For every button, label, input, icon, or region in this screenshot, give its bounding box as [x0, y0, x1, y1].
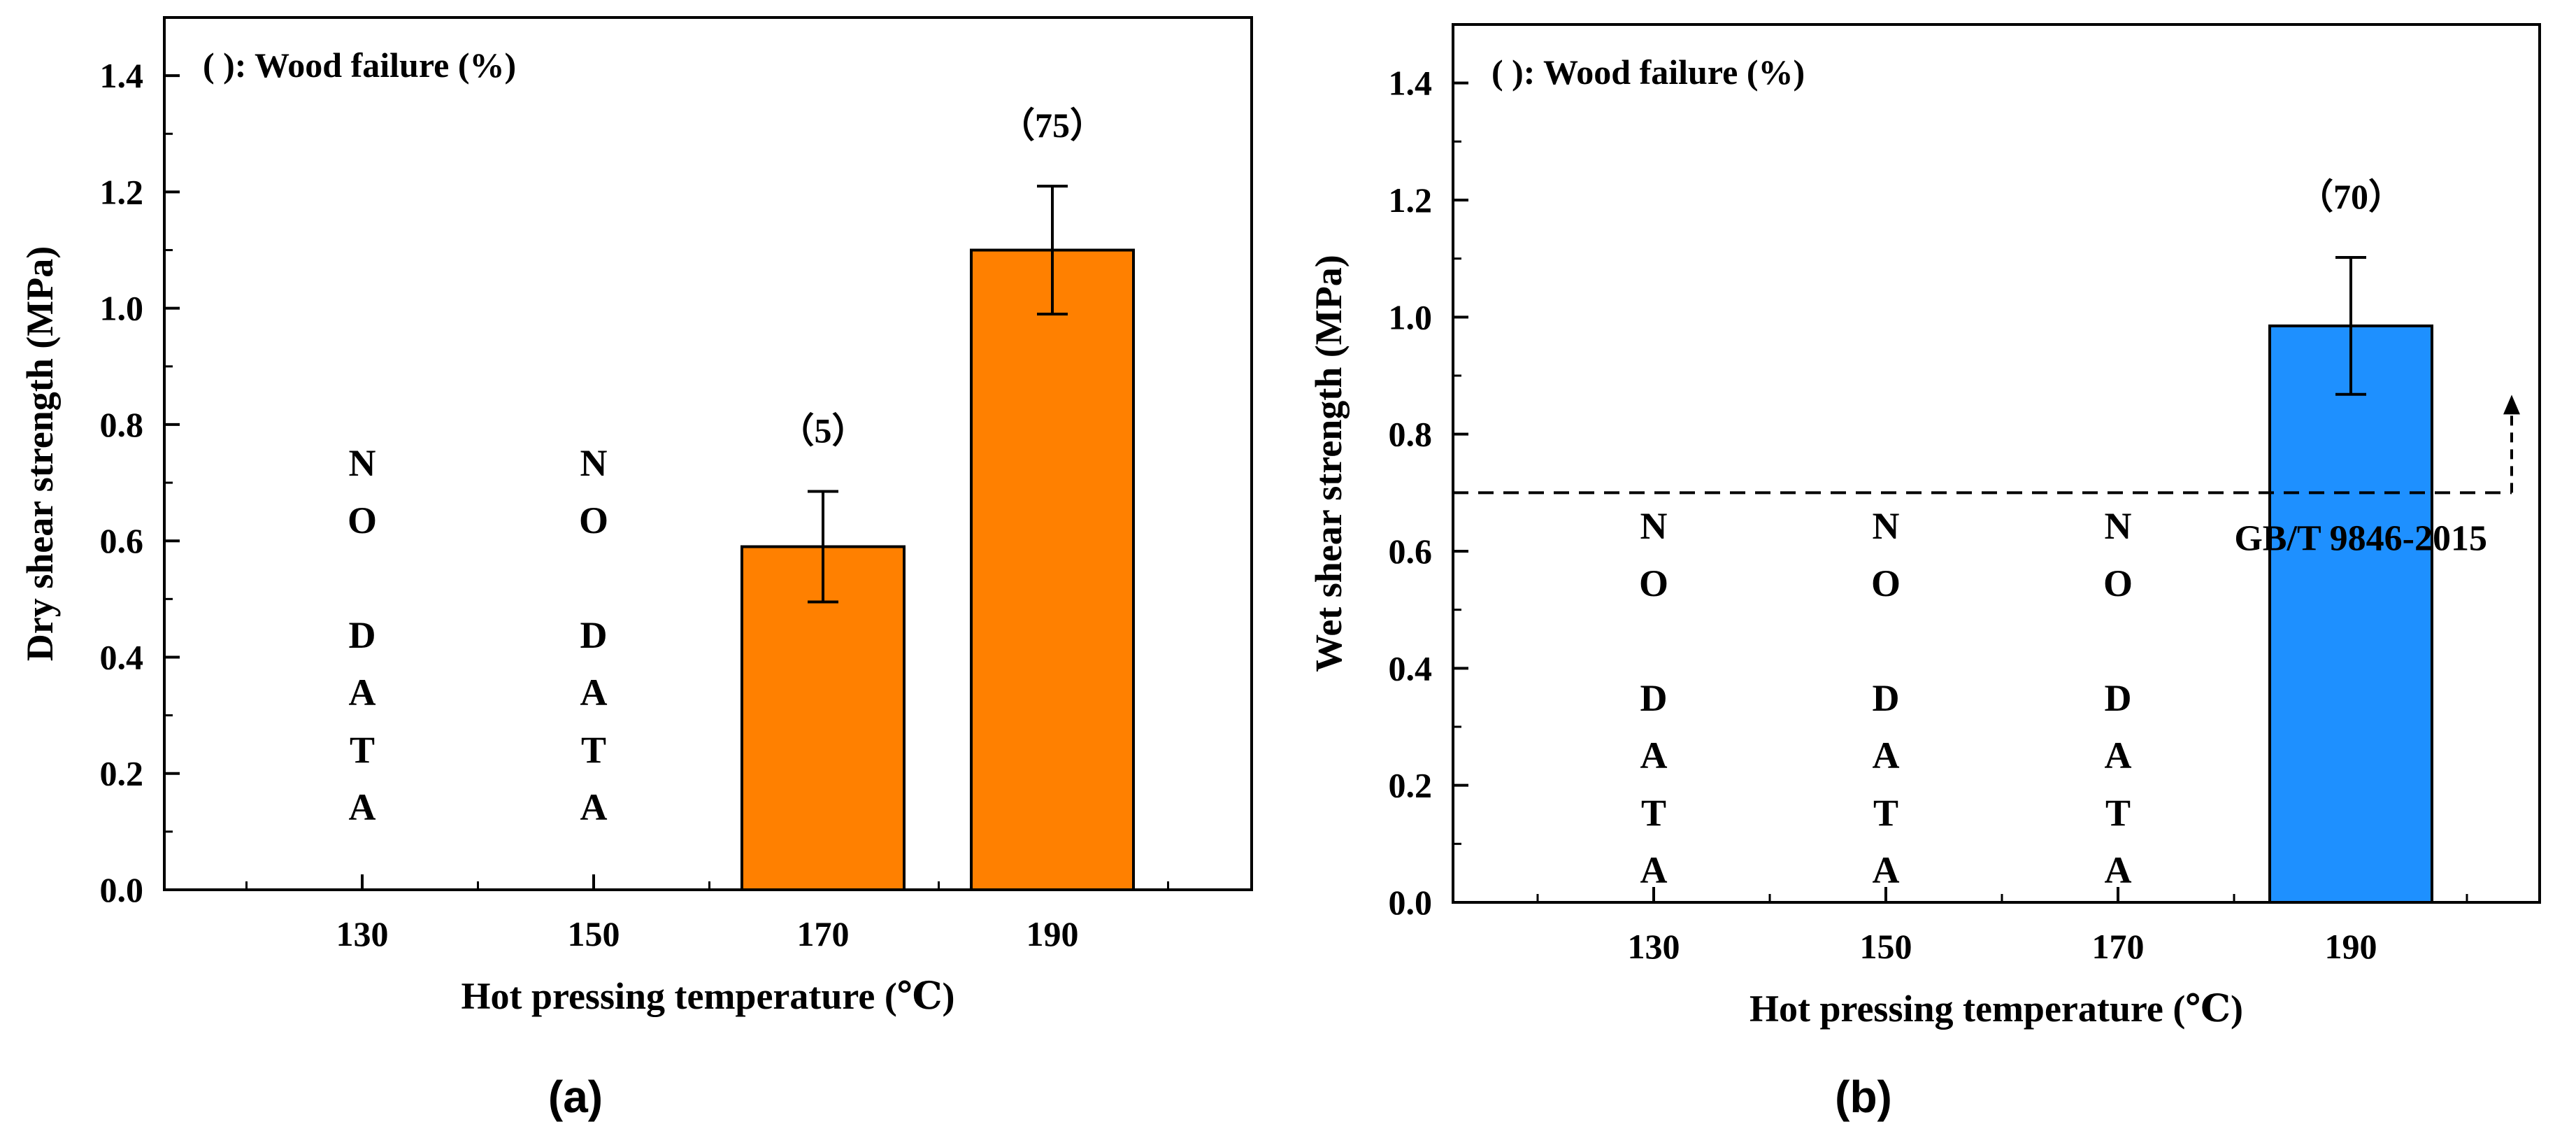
- panel-a-no-data-letter: N: [580, 442, 608, 484]
- panel-b-no-data-letter: D: [1873, 677, 1900, 719]
- panel-b-no-data-letter: A: [2105, 849, 2132, 891]
- panel-b-no-data-letter: T: [2105, 792, 2131, 834]
- panel-b-x-tick-label: 130: [1628, 927, 1680, 966]
- panel-b-no-data-letter: O: [2103, 562, 2133, 604]
- panel-b-no-data-letter: A: [1873, 734, 1900, 776]
- panel-b-no-data-letter: T: [1873, 792, 1898, 834]
- panel-b-bar-190: [2268, 324, 2433, 904]
- panel-b-no-data-letter: T: [1641, 792, 1666, 834]
- panel-a-no-data-letter: T: [581, 729, 606, 771]
- panel-a-x-tick-label: 190: [1026, 914, 1079, 953]
- panel-a-no-data-letter: A: [349, 786, 376, 828]
- panel-b-y-tick-label: 0.2: [1389, 766, 1433, 805]
- panel-b-no-data-letter: A: [1640, 849, 1668, 891]
- panel-a-no-data-letter: N: [349, 442, 376, 484]
- panel-a-x-tick-label: 150: [568, 914, 620, 953]
- panel-b-no-data-letter: A: [1640, 734, 1668, 776]
- panel-b-no-data-letter: O: [1871, 562, 1901, 604]
- panel-a-no-data-letter: A: [349, 672, 376, 713]
- panel-a-x-tick-label: 170: [797, 914, 850, 953]
- panel-a-no-data-letter: O: [579, 499, 608, 541]
- panel-a-no-data-letter: O: [348, 499, 377, 541]
- panel-a-y-tick-label: 1.4: [100, 56, 144, 95]
- panel-b-reference-line-label: GB/T 9846-2015: [2234, 518, 2487, 558]
- panel-a-y-tick-label: 1.0: [100, 289, 144, 328]
- panel-b-y-tick-label: 0.6: [1389, 532, 1433, 571]
- panel-b-reference-arrow-head: [2503, 395, 2520, 415]
- panel-a-y-tick-label: 0.6: [100, 521, 144, 560]
- panel-b-y-tick-label: 0.8: [1389, 415, 1433, 454]
- panel-b-no-data-letter: N: [1640, 505, 1668, 547]
- panel-a-x-tick-label: 130: [336, 914, 389, 953]
- panel-a-plot-frame: [163, 16, 1253, 891]
- panel-b-no-data-letter: O: [1639, 562, 1668, 604]
- panel-b-legend-annotation: ( ): Wood failure (%): [1491, 52, 1805, 92]
- panel-a-wood-failure-label-170: （5）: [780, 411, 867, 450]
- panel-b-y-axis-label: Wet shear strength (MPa): [1308, 255, 1350, 672]
- panel-b-y-tick-label: 1.2: [1389, 180, 1433, 220]
- panel-a-legend-annotation: ( ): Wood failure (%): [203, 45, 516, 85]
- panel-a-y-tick-label: 0.4: [100, 637, 144, 676]
- panel-a-no-data-letter: D: [580, 614, 608, 656]
- panel-b-y-tick-label: 1.4: [1389, 64, 1433, 103]
- panel-a-y-axis-label: Dry shear strength (MPa): [19, 246, 61, 661]
- panel-b-no-data-letter: N: [2105, 505, 2132, 547]
- panel-a-bar-170: [740, 545, 906, 891]
- panel-b-no-data-letter: D: [2105, 677, 2132, 719]
- panel-b-panel-label: (b): [1835, 1072, 1892, 1122]
- panel-b-y-tick-label: 1.0: [1389, 297, 1433, 336]
- panel-b-no-data-letter: A: [2105, 734, 2132, 776]
- panel-a-y-tick-label: 0.0: [100, 870, 144, 909]
- panel-a-no-data-letter: D: [349, 614, 376, 656]
- panel-b-no-data-letter: D: [1640, 677, 1668, 719]
- panel-b-y-tick-label: 0.4: [1389, 648, 1433, 688]
- panel-a-bar-190: [970, 248, 1135, 891]
- panel-b-wood-failure-label-190: （70）: [2298, 177, 2403, 216]
- panel-b-x-tick-label: 190: [2325, 927, 2377, 966]
- panel-b-no-data-letter: N: [1873, 505, 1900, 547]
- panel-b-plot-frame: [1452, 23, 2541, 904]
- panel-a-x-axis-label: Hot pressing temperature (℃): [461, 975, 954, 1017]
- panel-a-y-tick-label: 1.2: [100, 172, 144, 211]
- panel-a-no-data-letter: T: [350, 729, 375, 771]
- panel-b-x-tick-label: 170: [2092, 927, 2145, 966]
- panel-a-no-data-letter: A: [580, 786, 608, 828]
- panel-b-y-tick-label: 0.0: [1389, 883, 1433, 922]
- panel-b-x-tick-label: 150: [1860, 927, 1912, 966]
- panel-a-panel-label: (a): [548, 1072, 603, 1122]
- panel-b-no-data-letter: A: [1873, 849, 1900, 891]
- panel-a-y-tick-label: 0.2: [100, 754, 144, 793]
- panel-b-x-axis-label: Hot pressing temperature (℃): [1749, 988, 2243, 1030]
- panel-a-no-data-letter: A: [580, 672, 608, 713]
- panel-a-y-tick-label: 0.8: [100, 405, 144, 444]
- panel-a-wood-failure-label-190: （75）: [1000, 106, 1105, 145]
